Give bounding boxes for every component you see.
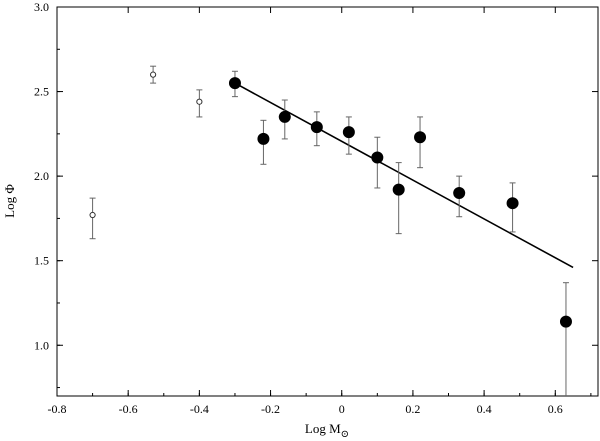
y-tick-label: 2.5 (34, 85, 49, 99)
x-axis-label-subscript: ⊙ (341, 429, 349, 440)
data-point-filled (310, 121, 323, 134)
data-point-filled (257, 132, 270, 145)
x-axis-ticks: -0.8 -0.6 -0.4 -0.2 0 0.2 0.4 0.6 (48, 7, 592, 416)
plot-frame (56, 6, 599, 397)
y-tick-label: 2.0 (34, 169, 49, 183)
fit-line (234, 82, 574, 269)
x-tick-label: -0.4 (190, 402, 209, 416)
data-points (89, 65, 572, 396)
y-tick-label: 3.0 (34, 0, 49, 14)
data-point-filled (392, 183, 405, 196)
x-tick-label: 0.2 (405, 402, 420, 416)
x-tick-label: 0.4 (477, 402, 492, 416)
x-tick-label: -0.8 (48, 402, 67, 416)
x-tick-label: 0 (339, 402, 345, 416)
x-tick-label: 0.6 (548, 402, 563, 416)
y-tick-label: 1.5 (34, 254, 49, 268)
data-point-filled (342, 126, 355, 139)
data-point-filled (278, 110, 291, 123)
data-point-open (149, 71, 157, 78)
data-point-filled (228, 77, 241, 90)
data-point-filled (453, 187, 466, 200)
x-tick-label: -0.6 (119, 402, 138, 416)
y-axis-ticks: 1.0 1.5 2.0 2.5 3.0 (34, 0, 598, 389)
data-point-filled (414, 131, 427, 144)
x-axis-label: Log M⊙ (305, 421, 349, 440)
fit-line-group (234, 82, 574, 269)
data-point-open (196, 98, 203, 105)
y-tick-label: 1.0 (34, 338, 49, 352)
data-point-filled (559, 315, 572, 328)
x-tick-label: -0.2 (261, 402, 280, 416)
y-axis-label: Log Φ (2, 184, 17, 218)
data-point-filled (506, 197, 519, 210)
data-point-filled (371, 151, 384, 164)
data-point-open (89, 211, 96, 219)
